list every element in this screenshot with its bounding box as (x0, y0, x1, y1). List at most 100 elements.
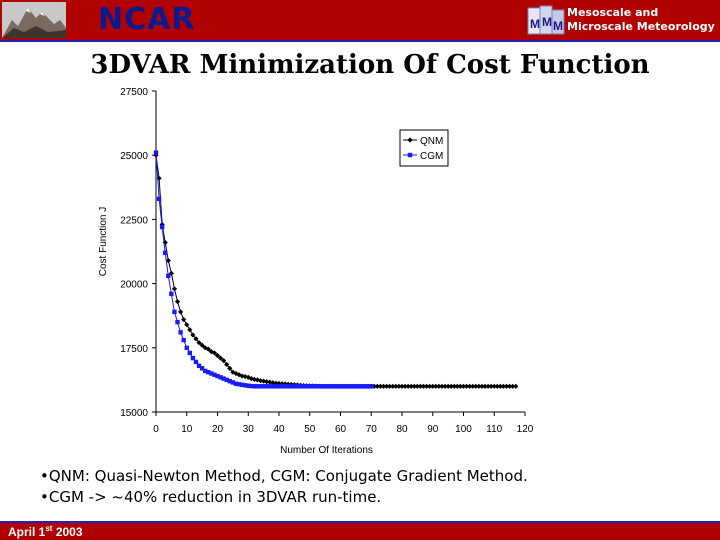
data-point-cgm (301, 384, 306, 389)
data-point-cgm (304, 384, 309, 389)
data-point-cgm (258, 384, 263, 389)
data-point-cgm (270, 384, 276, 389)
data-point-qnm (211, 350, 218, 356)
data-point-qnm (433, 383, 439, 389)
data-point-cgm (233, 381, 239, 386)
data-point-qnm (384, 383, 390, 389)
legend-marker-cgm (407, 152, 413, 158)
data-point-qnm (414, 383, 420, 389)
data-point-cgm (209, 371, 214, 376)
data-point-cgm (307, 384, 312, 389)
data-point-cgm (341, 384, 346, 389)
data-point-cgm (292, 384, 297, 389)
data-point-qnm (196, 340, 202, 346)
data-point-cgm (249, 383, 254, 389)
footer-bar: April 1st 2003 (0, 521, 720, 540)
date-prefix: April 1 (8, 525, 46, 539)
data-point-cgm (230, 380, 236, 385)
data-point-cgm (206, 369, 211, 375)
data-point-cgm (156, 196, 162, 202)
date-year: 2003 (55, 525, 83, 539)
data-point-cgm (169, 291, 174, 297)
data-point-qnm (193, 336, 199, 342)
data-point-qnm (503, 383, 510, 389)
svg-text:M: M (542, 15, 552, 29)
x-tick-label: 50 (304, 424, 316, 435)
data-point-cgm (298, 384, 303, 389)
data-point-qnm (463, 383, 470, 389)
data-point-qnm (417, 383, 424, 389)
data-point-qnm (236, 372, 242, 378)
svg-text:M: M (553, 19, 563, 33)
data-point-cgm (221, 376, 226, 381)
data-point-qnm (171, 286, 178, 292)
data-point-qnm (420, 383, 427, 389)
y-tick-label: 27500 (120, 87, 148, 98)
data-point-cgm (273, 384, 279, 389)
data-point-qnm (439, 383, 445, 389)
data-point-cgm (224, 377, 229, 383)
svg-text:M: M (530, 17, 540, 31)
data-point-cgm (316, 384, 322, 389)
data-point-qnm (174, 298, 181, 305)
data-point-qnm (405, 383, 411, 389)
data-point-cgm (289, 384, 294, 389)
data-point-qnm (377, 383, 384, 389)
data-point-cgm (359, 384, 365, 389)
data-point-qnm (451, 383, 457, 389)
data-point-cgm (347, 384, 352, 389)
data-point-qnm (470, 383, 476, 389)
y-tick-label: 17500 (120, 344, 148, 355)
data-point-qnm (239, 373, 245, 379)
legend-box (399, 129, 449, 167)
division-line-2: Microscale Meteorology (567, 20, 715, 33)
y-tick-label: 20000 (120, 280, 148, 291)
x-tick-label: 80 (396, 424, 408, 435)
data-point-qnm (227, 365, 233, 371)
data-point-qnm (507, 383, 513, 389)
data-point-cgm (276, 384, 282, 389)
data-point-cgm (322, 384, 328, 389)
data-point-cgm (338, 384, 343, 389)
data-point-cgm (215, 373, 220, 379)
y-tick-label: 25000 (120, 151, 148, 162)
x-tick-label: 120 (517, 424, 534, 435)
x-tick-label: 60 (335, 424, 347, 435)
data-point-cgm (255, 384, 260, 389)
data-point-cgm (261, 384, 266, 389)
data-point-qnm (448, 383, 454, 389)
org-name: NCAR (98, 2, 196, 37)
data-point-cgm (335, 384, 340, 389)
data-point-cgm (286, 384, 291, 389)
data-point-cgm (175, 319, 180, 325)
data-point-qnm (445, 383, 451, 389)
x-tick-label: 40 (273, 424, 285, 435)
legend-marker-qnm (407, 137, 413, 143)
data-point-qnm (214, 352, 221, 359)
bullet-item: •QNM: Quasi-Newton Method, CGM: Conjugat… (40, 467, 528, 485)
data-point-qnm (500, 383, 507, 389)
data-point-qnm (491, 383, 497, 389)
data-point-qnm (482, 383, 488, 389)
data-point-cgm (203, 368, 208, 374)
slide-title: 3DVAR Minimization Of Cost Function (90, 50, 650, 80)
data-point-qnm (254, 377, 261, 383)
data-point-qnm (497, 383, 503, 389)
data-point-cgm (227, 378, 232, 384)
data-point-qnm (184, 322, 190, 328)
data-point-qnm (408, 383, 414, 389)
y-tick-label: 15000 (120, 408, 148, 419)
data-point-qnm (282, 381, 288, 387)
x-tick-label: 20 (212, 424, 224, 435)
data-point-qnm (205, 346, 211, 352)
data-point-qnm (460, 383, 467, 389)
data-point-qnm (390, 383, 396, 389)
data-point-cgm (326, 384, 331, 389)
data-point-qnm (485, 383, 491, 389)
data-point-cgm (153, 150, 159, 155)
data-point-cgm (166, 273, 171, 279)
data-point-cgm (362, 384, 368, 389)
data-point-qnm (199, 342, 205, 348)
division-line-1: Mesoscale and (567, 6, 659, 19)
data-point-qnm (190, 332, 196, 338)
